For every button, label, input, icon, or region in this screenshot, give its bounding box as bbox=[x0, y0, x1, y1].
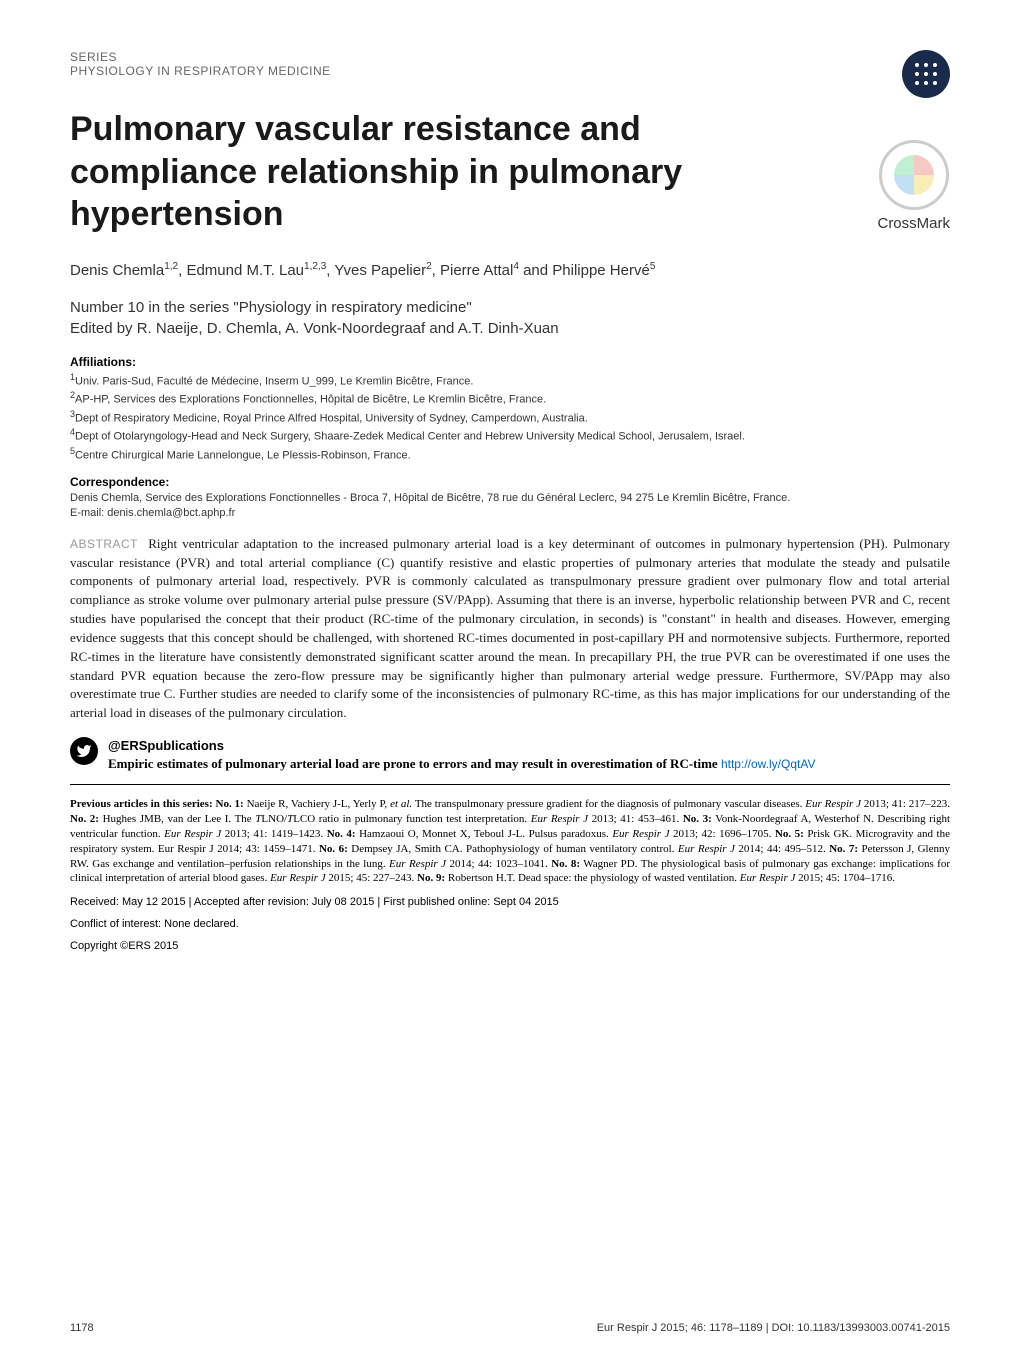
affiliations-label: Affiliations: bbox=[70, 355, 950, 369]
correspondence-text: Denis Chemla, Service des Explorations F… bbox=[70, 491, 950, 521]
previous-article-item: No. 2: Hughes JMB, van der Lee I. The TL… bbox=[70, 813, 679, 825]
previous-articles: Previous articles in this series: No. 1:… bbox=[70, 797, 950, 886]
correspondence-email: E-mail: denis.chemla@bct.aphp.fr bbox=[70, 507, 235, 519]
tweet-link[interactable]: http://ow.ly/QqtAV bbox=[721, 757, 816, 771]
series-name: PHYSIOLOGY IN RESPIRATORY MEDICINE bbox=[70, 64, 950, 78]
series-number: Number 10 in the series "Physiology in r… bbox=[70, 297, 950, 318]
previous-article-item: No. 9: Robertson H.T. Dead space: the ph… bbox=[414, 872, 895, 884]
previous-article-item: No. 1: Naeije R, Vachiery J-L, Yerly P, … bbox=[216, 798, 951, 810]
article-title: Pulmonary vascular resistance and compli… bbox=[70, 108, 790, 236]
authors-list: Denis Chemla1,2, Edmund M.T. Lau1,2,3, Y… bbox=[70, 261, 950, 279]
abstract-text: Right ventricular adaptation to the incr… bbox=[70, 536, 950, 721]
previous-article-item: No. 6: Dempsey JA, Smith CA. Pathophysio… bbox=[315, 843, 825, 855]
received-dates: Received: May 12 2015 | Accepted after r… bbox=[70, 896, 950, 908]
previous-label: Previous articles in this series: bbox=[70, 798, 213, 810]
page-footer: 1178 Eur Respir J 2015; 46: 1178–1189 | … bbox=[70, 1322, 950, 1334]
crossmark-badge[interactable]: CrossMark bbox=[877, 140, 950, 232]
series-editors: Edited by R. Naeije, D. Chemla, A. Vonk-… bbox=[70, 318, 950, 339]
crossmark-icon bbox=[879, 140, 949, 210]
affiliations-list: 1Univ. Paris-Sud, Faculté de Médecine, I… bbox=[70, 371, 950, 464]
previous-article-item: No. 4: Hamzaoui O, Monnet X, Teboul J-L.… bbox=[323, 828, 771, 840]
page-number: 1178 bbox=[70, 1322, 94, 1334]
series-label: SERIES bbox=[70, 50, 950, 64]
tweet-summary: Empiric estimates of pulmonary arterial … bbox=[108, 756, 718, 771]
conflict-statement: Conflict of interest: None declared. bbox=[70, 918, 950, 930]
affiliation-item: 5Centre Chirurgical Marie Lannelongue, L… bbox=[70, 445, 950, 464]
correspondence-label: Correspondence: bbox=[70, 475, 950, 489]
journal-logo-icon bbox=[902, 50, 950, 98]
abstract-block: ABSTRACT Right ventricular adaptation to… bbox=[70, 535, 950, 723]
tweet-handle: @ERSpublications bbox=[108, 738, 224, 753]
series-header: SERIES PHYSIOLOGY IN RESPIRATORY MEDICIN… bbox=[70, 50, 950, 78]
footer-citation: Eur Respir J 2015; 46: 1178–1189 | DOI: … bbox=[597, 1322, 950, 1334]
correspondence-address: Denis Chemla, Service des Explorations F… bbox=[70, 492, 790, 504]
affiliation-item: 2AP-HP, Services des Explorations Foncti… bbox=[70, 389, 950, 408]
tweet-text: @ERSpublications Empiric estimates of pu… bbox=[108, 737, 815, 772]
divider bbox=[70, 784, 950, 785]
ers-tweet-block: @ERSpublications Empiric estimates of pu… bbox=[70, 737, 950, 772]
affiliation-item: 4Dept of Otolaryngology-Head and Neck Su… bbox=[70, 426, 950, 445]
affiliation-item: 3Dept of Respiratory Medicine, Royal Pri… bbox=[70, 408, 950, 427]
crossmark-label: CrossMark bbox=[877, 215, 950, 232]
copyright-statement: Copyright ©ERS 2015 bbox=[70, 940, 950, 952]
twitter-icon bbox=[70, 737, 98, 765]
abstract-label: ABSTRACT bbox=[70, 537, 138, 551]
affiliation-item: 1Univ. Paris-Sud, Faculté de Médecine, I… bbox=[70, 371, 950, 390]
series-info: Number 10 in the series "Physiology in r… bbox=[70, 297, 950, 339]
